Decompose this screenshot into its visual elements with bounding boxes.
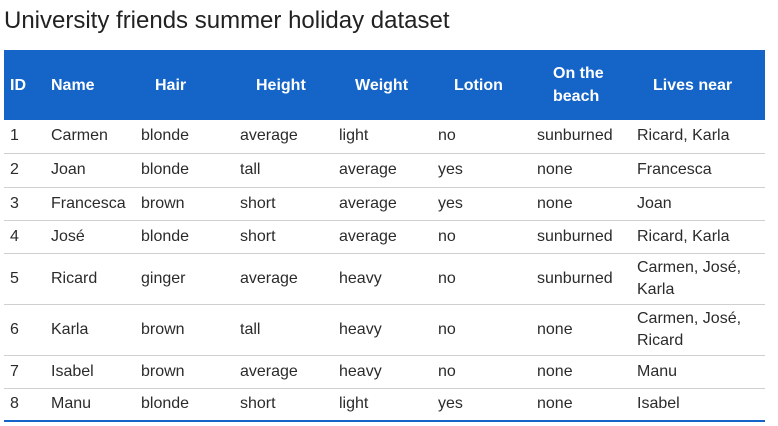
- cell-name: José: [45, 220, 135, 254]
- cell-height: short: [234, 220, 333, 254]
- cell-lotion: no: [432, 304, 531, 356]
- table-row: 7 Isabel brown average heavy no none Man…: [4, 355, 765, 389]
- table-header-row: ID Name Hair Height Weight Lotion On the…: [4, 50, 765, 120]
- cell-name: Francesca: [45, 187, 135, 221]
- cell-on-the-beach: none: [531, 153, 631, 188]
- cell-weight: heavy: [333, 355, 432, 389]
- cell-name: Joan: [45, 153, 135, 188]
- header-lotion: Lotion: [454, 76, 503, 94]
- cell-on-the-beach: sunburned: [531, 220, 631, 254]
- cell-weight: heavy: [333, 304, 432, 356]
- cell-height: average: [234, 355, 333, 389]
- cell-lotion: yes: [432, 153, 531, 188]
- cell-on-the-beach: sunburned: [531, 253, 631, 305]
- cell-lotion: no: [432, 253, 531, 305]
- cell-height: short: [234, 187, 333, 221]
- holiday-dataset-table: ID Name Hair Height Weight Lotion On the…: [4, 50, 765, 422]
- cell-id: 3: [4, 187, 45, 221]
- cell-on-the-beach: none: [531, 355, 631, 389]
- cell-hair: brown: [135, 304, 234, 356]
- header-id: ID: [10, 76, 26, 94]
- cell-name: Ricard: [45, 253, 135, 305]
- cell-weight: average: [333, 220, 432, 254]
- cell-weight: average: [333, 153, 432, 188]
- header-weight: Weight: [355, 76, 409, 94]
- cell-on-the-beach: none: [531, 304, 631, 356]
- cell-on-the-beach: sunburned: [531, 120, 631, 154]
- cell-name: Manu: [45, 388, 135, 422]
- cell-weight: heavy: [333, 253, 432, 305]
- cell-hair: blonde: [135, 220, 234, 254]
- table-row: 8 Manu blonde short light yes none Isabe…: [4, 388, 765, 422]
- dataset-title: University friends summer holiday datase…: [4, 7, 450, 34]
- cell-lives-near: Francesca: [631, 153, 765, 188]
- cell-id: 8: [4, 388, 45, 422]
- table-row: 5 Ricard ginger average heavy no sunburn…: [4, 253, 765, 305]
- cell-lotion: no: [432, 120, 531, 154]
- cell-lives-near: Isabel: [631, 388, 765, 422]
- cell-weight: light: [333, 388, 432, 422]
- cell-hair: blonde: [135, 153, 234, 188]
- cell-name: Isabel: [45, 355, 135, 389]
- cell-lives-near: Ricard, Karla: [631, 220, 765, 254]
- table-row: 4 José blonde short average no sunburned…: [4, 220, 765, 254]
- cell-lotion: yes: [432, 187, 531, 221]
- cell-lives-near: Carmen, José, Ricard: [631, 304, 765, 356]
- cell-id: 4: [4, 220, 45, 254]
- cell-hair: brown: [135, 187, 234, 221]
- table-row: 2 Joan blonde tall average yes none Fran…: [4, 153, 765, 188]
- cell-lives-near: Carmen, José, Karla: [631, 253, 765, 305]
- cell-hair: blonde: [135, 120, 234, 154]
- header-hair: Hair: [155, 76, 187, 94]
- cell-on-the-beach: none: [531, 187, 631, 221]
- cell-name: Karla: [45, 304, 135, 356]
- cell-name: Carmen: [45, 120, 135, 154]
- header-on-the-beach: On the beach: [553, 65, 604, 105]
- cell-id: 1: [4, 120, 45, 154]
- header-name: Name: [51, 76, 95, 94]
- cell-id: 5: [4, 253, 45, 305]
- cell-weight: average: [333, 187, 432, 221]
- table-row: 6 Karla brown tall heavy no none Carmen,…: [4, 304, 765, 356]
- cell-lives-near: Joan: [631, 187, 765, 221]
- cell-height: tall: [234, 304, 333, 356]
- cell-hair: brown: [135, 355, 234, 389]
- cell-weight: light: [333, 120, 432, 154]
- cell-lotion: yes: [432, 388, 531, 422]
- cell-id: 7: [4, 355, 45, 389]
- cell-on-the-beach: none: [531, 388, 631, 422]
- cell-hair: blonde: [135, 388, 234, 422]
- cell-height: tall: [234, 153, 333, 188]
- cell-height: short: [234, 388, 333, 422]
- cell-lotion: no: [432, 220, 531, 254]
- cell-id: 6: [4, 304, 45, 356]
- table-row: 3 Francesca brown short average yes none…: [4, 187, 765, 221]
- cell-lives-near: Manu: [631, 355, 765, 389]
- cell-hair: ginger: [135, 253, 234, 305]
- header-lives-near: Lives near: [653, 76, 733, 94]
- cell-height: average: [234, 120, 333, 154]
- cell-height: average: [234, 253, 333, 305]
- cell-id: 2: [4, 153, 45, 188]
- cell-lives-near: Ricard, Karla: [631, 120, 765, 154]
- header-height: Height: [256, 76, 306, 94]
- table-row: 1 Carmen blonde average light no sunburn…: [4, 120, 765, 154]
- cell-lotion: no: [432, 355, 531, 389]
